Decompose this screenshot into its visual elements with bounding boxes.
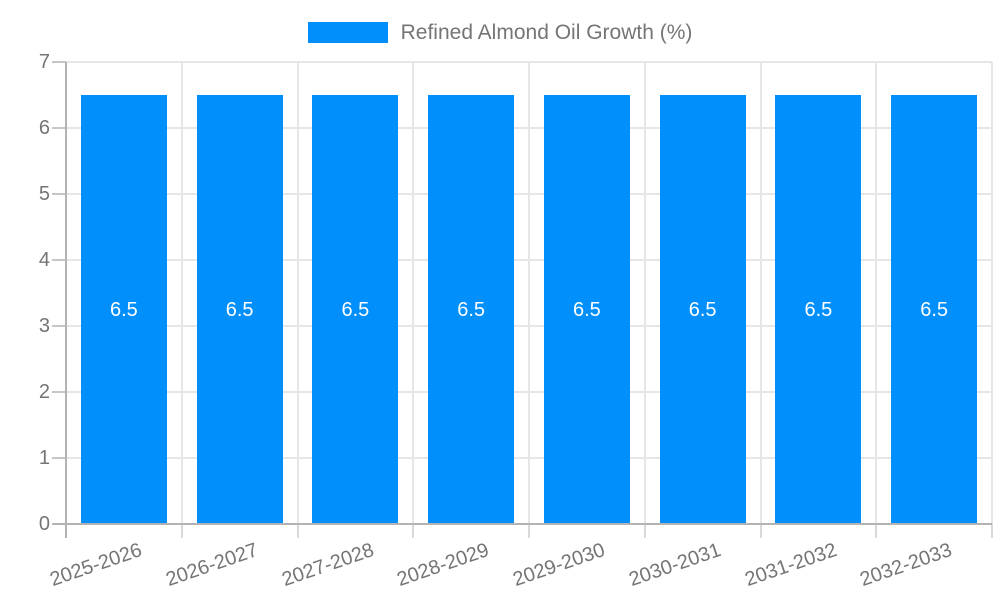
y-axis-line: [65, 62, 67, 538]
y-axis-tick: [52, 325, 66, 327]
x-axis-category-label: 2025-2026: [47, 539, 146, 591]
bar-value-label: 6.5: [341, 298, 370, 321]
bar-value-label: 6.5: [225, 298, 254, 321]
y-axis-tick: [52, 259, 66, 261]
bar: 6.5: [543, 95, 630, 524]
y-axis-tick: [52, 193, 66, 195]
x-axis-tick: [643, 524, 646, 538]
x-axis-category-label: 2029-2030: [510, 539, 609, 591]
bar: 6.5: [659, 95, 746, 524]
y-axis-tick-label: 2: [38, 381, 50, 403]
bar: 6.5: [80, 95, 167, 524]
bar: 6.5: [196, 95, 283, 524]
legend-swatch: [307, 22, 388, 43]
gridline-vertical: [180, 62, 183, 524]
x-axis-category-label: 2031-2032: [741, 539, 840, 591]
y-axis-tick-label: 0: [38, 513, 50, 535]
gridline-vertical: [875, 62, 878, 524]
y-axis-tick-label: 1: [38, 447, 50, 469]
legend-label: Refined Almond Oil Growth (%): [400, 21, 693, 44]
bar-value-label: 6.5: [688, 298, 717, 321]
x-axis-tick: [759, 524, 762, 538]
y-axis-tick: [52, 391, 66, 393]
bar: 6.5: [891, 95, 978, 524]
bar: 6.5: [428, 95, 515, 524]
x-axis-labels: 2025-2026 2026-2027 2027-2028 2028-2029 2029…: [47, 539, 992, 600]
y-axis-tick-label: 5: [38, 183, 50, 205]
bar-value-label: 6.5: [572, 298, 601, 321]
x-axis-tick: [528, 524, 530, 538]
x-axis-category-label: 2028-2029: [394, 539, 493, 591]
bar-value-label: 6.5: [920, 298, 949, 321]
y-axis-tick-label: 7: [38, 51, 50, 73]
x-axis-category-label: 2030-2031: [626, 539, 724, 591]
y-axis-tick: [52, 61, 66, 63]
x-axis-tick: [180, 524, 183, 538]
plot-area: 6.5 6.5 6.5 6.5 6.5 6.5 6.5 6.5: [66, 61, 993, 524]
gridline-vertical: [412, 62, 415, 524]
bar-value-label: 6.5: [457, 298, 486, 321]
gridline-vertical: [759, 62, 762, 524]
x-axis-tick: [296, 524, 299, 538]
bar-value-label: 6.5: [109, 298, 138, 321]
bar-value-label: 6.5: [804, 298, 833, 321]
x-axis-line: [52, 523, 992, 525]
x-axis-tick: [412, 524, 415, 538]
x-axis-category-label: 2032-2033: [857, 539, 956, 591]
chart-legend[interactable]: Refined Almond Oil Growth (%): [0, 22, 1000, 43]
x-axis-category-label: 2026-2027: [163, 539, 261, 591]
gridline-vertical: [643, 62, 646, 524]
x-axis-category-label: 2027-2028: [278, 539, 377, 591]
bar: 6.5: [312, 95, 399, 524]
y-axis-tick: [52, 127, 66, 129]
y-axis-tick-label: 6: [38, 117, 50, 139]
bar: 6.5: [775, 95, 862, 524]
y-axis-tick-label: 3: [38, 315, 50, 337]
x-axis-tick: [991, 524, 993, 538]
gridline-vertical: [528, 62, 530, 524]
y-axis-tick: [52, 457, 66, 459]
gridline-vertical: [296, 62, 299, 524]
x-axis-tick: [875, 524, 878, 538]
y-axis-tick-label: 4: [38, 249, 50, 271]
gridline-vertical: [991, 62, 993, 524]
